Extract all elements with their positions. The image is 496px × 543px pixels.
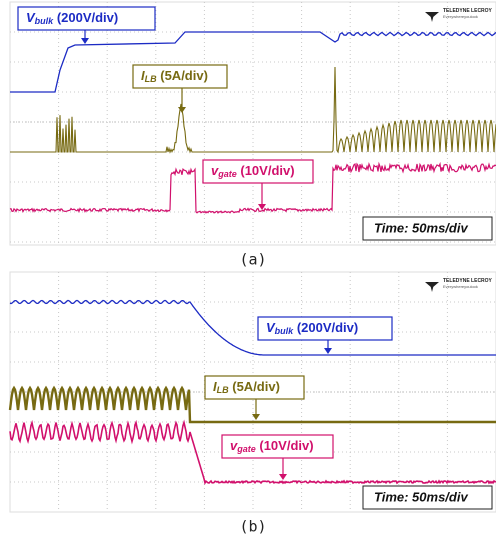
scale: (200V/div) xyxy=(297,320,358,335)
brand-tagline: Everywhereyoulook xyxy=(443,14,478,19)
scale: (5A/div) xyxy=(232,379,280,394)
brand-tagline: Everywhereyoulook xyxy=(443,284,478,289)
caption: (a) xyxy=(239,251,266,269)
subscript: bulk xyxy=(35,16,54,26)
subscript: LB xyxy=(217,385,229,395)
subscript: gate xyxy=(236,444,256,454)
caption: (b) xyxy=(239,518,266,536)
subscript: bulk xyxy=(275,326,294,336)
time-scale: Time: 50ms/div xyxy=(374,220,468,235)
subscript: LB xyxy=(145,74,157,84)
scale: (10V/div) xyxy=(240,163,294,178)
scale: (5A/div) xyxy=(160,68,208,83)
scale: (200V/div) xyxy=(57,10,118,25)
subscript: gate xyxy=(217,169,237,179)
time-scale: Time: 50ms/div xyxy=(374,489,468,504)
figure: TELEDYNE LECROYEverywhereyoulookVbulk (2… xyxy=(0,0,496,543)
scale: (10V/div) xyxy=(259,438,313,453)
